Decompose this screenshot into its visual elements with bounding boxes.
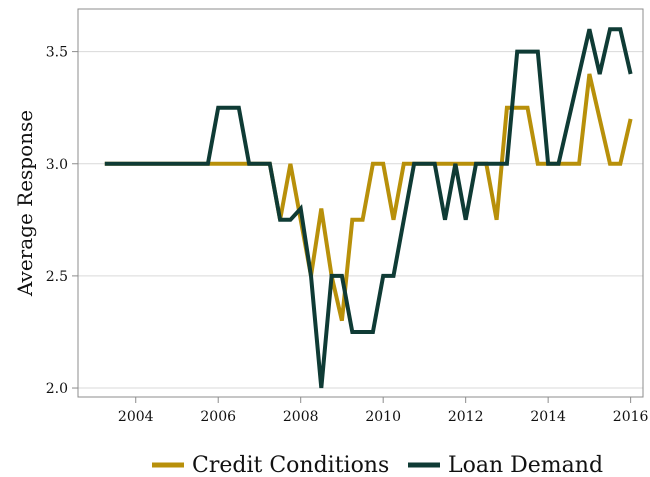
- y-tick-label: 3.0: [46, 157, 68, 173]
- x-tick-label: 2012: [448, 409, 484, 425]
- plot-border: [77, 8, 644, 398]
- x-tick-label: 2008: [283, 409, 319, 425]
- y-tick-label: 2.0: [46, 381, 68, 397]
- legend-label-loan-demand: Loan Demand: [448, 453, 603, 477]
- series-line-loan-demand: [104, 27, 633, 389]
- x-tick-label: 2010: [365, 409, 401, 425]
- plot-background: [78, 9, 643, 397]
- y-axis-title: Average Response: [13, 110, 37, 297]
- legend-label-credit-conditions: Credit Conditions: [192, 453, 389, 477]
- series-layer: [104, 27, 633, 389]
- x-tick-label: 2014: [530, 409, 566, 425]
- y-axis: 2.0 2.5 3.0 3.5: [46, 45, 78, 397]
- y-tick-label: 3.5: [46, 45, 68, 61]
- x-tick-label: 2016: [613, 409, 649, 425]
- x-axis: 2004 2006 2008 2010 2012 2014 2016: [118, 397, 649, 425]
- legend: Credit Conditions Loan Demand: [152, 453, 603, 477]
- x-tick-label: 2006: [200, 409, 236, 425]
- x-tick-label: 2004: [118, 409, 154, 425]
- y-tick-label: 2.5: [46, 269, 68, 285]
